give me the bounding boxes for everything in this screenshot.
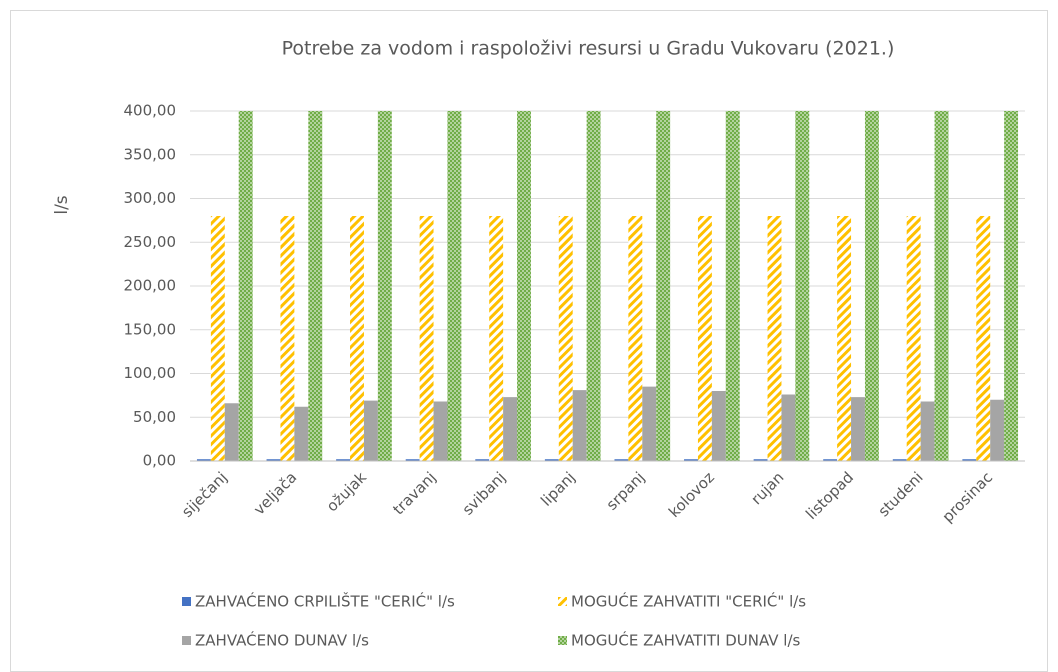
bar <box>851 397 865 461</box>
y-tick-label: 350,00 <box>124 145 177 163</box>
y-tick-label: 150,00 <box>124 320 177 338</box>
chart-title: Potrebe za vodom i raspoloživi resursi u… <box>282 38 895 60</box>
bar <box>1004 111 1019 461</box>
bar <box>544 459 559 461</box>
bar <box>447 111 462 461</box>
bar <box>767 216 782 461</box>
bar <box>837 216 852 461</box>
legend-swatch <box>182 636 191 645</box>
bar <box>294 406 309 461</box>
bar <box>419 216 434 461</box>
bar <box>781 394 796 461</box>
bar <box>990 399 1005 461</box>
bar <box>906 216 921 461</box>
y-tick-label: 50,00 <box>133 408 176 426</box>
legend-label: MOGUĆE ZAHVATITI DUNAV l/s <box>571 631 801 650</box>
bar <box>920 401 935 461</box>
bar <box>196 459 211 461</box>
y-tick-label: 200,00 <box>124 277 177 295</box>
bar <box>864 111 879 461</box>
bar <box>336 459 351 461</box>
y-tick-label: 300,00 <box>124 189 177 207</box>
bar <box>517 111 531 461</box>
bar <box>795 111 810 461</box>
bar <box>962 459 977 461</box>
bar <box>238 111 253 461</box>
bar <box>753 459 768 461</box>
bar <box>210 216 225 461</box>
legend-swatch <box>558 636 567 645</box>
legend-swatch <box>182 597 191 606</box>
y-tick-label: 100,00 <box>124 364 177 382</box>
y-tick-label: 400,00 <box>124 102 177 120</box>
legend-label: ZAHVAĆENO DUNAV l/s <box>195 631 369 650</box>
bar <box>934 111 949 461</box>
bar <box>628 216 643 461</box>
legend-label: MOGUĆE ZAHVATITI "CERIĆ" l/s <box>571 592 806 611</box>
bar <box>892 459 907 461</box>
bar <box>642 386 657 461</box>
bar <box>684 459 698 461</box>
y-tick-label: 250,00 <box>124 233 177 251</box>
bar <box>558 216 573 461</box>
bar <box>725 111 740 461</box>
bar <box>224 403 239 461</box>
bar <box>363 400 378 461</box>
bar <box>586 111 601 461</box>
bar <box>280 216 295 461</box>
y-axis-label: l/s <box>52 195 72 214</box>
bar <box>976 216 991 461</box>
bar <box>433 401 448 461</box>
bar <box>377 111 392 461</box>
legend-label: ZAHVAĆENO CRPILIŠTE "CERIĆ" l/s <box>195 592 455 611</box>
bar <box>350 216 364 461</box>
bar <box>656 111 671 461</box>
bar <box>308 111 323 461</box>
bar <box>489 216 504 461</box>
legend-swatch <box>558 597 567 606</box>
bar <box>697 216 712 461</box>
bar <box>405 459 420 461</box>
bar <box>266 459 281 461</box>
bar <box>823 459 838 461</box>
y-tick-label: 0,00 <box>143 452 176 470</box>
bar <box>503 397 518 461</box>
bar <box>614 459 629 461</box>
bar <box>711 391 726 461</box>
bar <box>475 459 490 461</box>
bar <box>572 390 587 461</box>
